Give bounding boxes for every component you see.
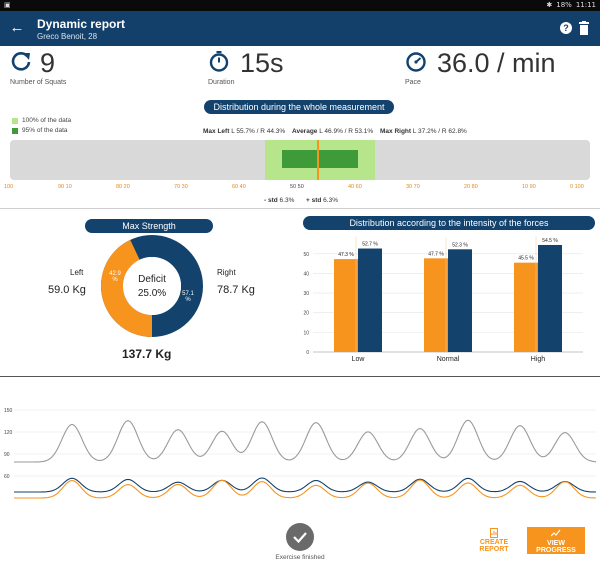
squats-label: Number of Squats [10, 79, 67, 86]
scale-tick-label: 50 50 [290, 184, 304, 190]
bar [538, 244, 562, 352]
exercise-finished-label: Exercise finished [275, 554, 325, 561]
average-marker [317, 140, 319, 180]
arrow-left-icon[interactable]: ← [9, 19, 25, 36]
bar-value-label: 45.5 % [518, 256, 534, 262]
trend-icon [527, 529, 585, 540]
view-progress-label: VIEW PROGRESS [536, 540, 576, 554]
section-divider [0, 376, 600, 377]
category-label: High [531, 356, 546, 363]
bar [448, 249, 472, 352]
y-tick-label: 90 [4, 452, 10, 458]
distribution-title: Distribution during the whole measuremen… [204, 100, 394, 114]
speedometer-icon [406, 52, 426, 72]
bluetooth-icon: ✱ [546, 1, 553, 9]
left-label: Left [70, 268, 84, 277]
y-tick-label: 20 [303, 311, 309, 317]
y-tick-label: 60 [4, 474, 10, 480]
view-progress-button[interactable]: VIEW PROGRESS [527, 527, 585, 554]
scale-tick-label: 10 90 [522, 184, 536, 190]
right-percent: 57.1 % [182, 291, 194, 303]
deficit-label: Deficit [138, 274, 166, 285]
legend-swatch [12, 127, 18, 134]
force-time-chart: 150 120 90 60 [4, 408, 597, 499]
bar [358, 248, 382, 352]
trash-icon[interactable] [578, 21, 590, 35]
notification-icon: ▣ [4, 1, 11, 9]
clock-label: 11:11 [575, 1, 596, 9]
right-label: Right [217, 268, 236, 277]
repeat-icon [11, 52, 31, 71]
page-subtitle: Greco Benoit, 28 [37, 32, 98, 41]
intensity-title: Distribution according to the intensity … [303, 216, 595, 230]
bar-value-label: 52.3 % [452, 242, 468, 248]
create-report-label: CREATE REPORT [479, 539, 509, 553]
squats-value: 9 [40, 48, 56, 78]
left-force-line [14, 479, 597, 499]
exercise-finished-button[interactable] [286, 523, 314, 551]
scale-tick-label: 70 30 [174, 184, 188, 190]
page-title: Dynamic report [37, 17, 126, 31]
strength-donut [101, 235, 203, 337]
range-95-band [282, 150, 358, 168]
y-tick-label: 0 [306, 350, 309, 356]
duration-value: 15s [240, 48, 284, 78]
intensity-chart: 50 40 30 20 10 0 47.3 % 52.7 % Low 47.7 % 52.3 % No… [303, 236, 583, 363]
scale-tick-label: 40 60 [348, 184, 362, 190]
scale-tick-label: 90 10 [58, 184, 72, 190]
duration-label: Duration [208, 79, 235, 86]
bar-value-label: 47.3 % [338, 252, 354, 258]
bar-value-label: 54.5 % [542, 238, 558, 244]
total-force-line [14, 419, 597, 463]
pace-label: Pace [405, 79, 421, 86]
right-force-line [14, 477, 597, 493]
pace-value: 36.0 / min [437, 48, 556, 78]
report-icon [466, 528, 522, 539]
category-label: Normal [437, 356, 460, 363]
y-tick-label: 40 [303, 271, 309, 277]
legend-swatch [12, 117, 18, 124]
scale-tick-label: 20 80 [464, 184, 478, 190]
stopwatch-icon [209, 51, 229, 72]
bar [514, 262, 538, 352]
legend-item-95: 95% of the data [12, 127, 68, 134]
right-strength-value: 78.7 Kg [217, 284, 255, 296]
legend-item-100: 100% of the data [12, 117, 71, 124]
help-icon[interactable]: ? [560, 22, 572, 34]
max-right-stat: Max Right L 37.2% / R 62.8% [380, 128, 467, 135]
total-strength: 137.7 Kg [122, 347, 172, 361]
y-tick-label: 30 [303, 291, 309, 297]
app-bar: ← Dynamic report Greco Benoit, 28 ? [0, 11, 600, 46]
scale-tick-label: 0 100 [570, 184, 584, 190]
average-stat: Average L 46.9% / R 53.1% [292, 128, 374, 135]
section-divider [0, 208, 600, 209]
max-strength-title: Max Strength [85, 219, 213, 233]
y-tick-label: 10 [303, 330, 309, 336]
distribution-bar [10, 140, 590, 180]
plus-std-stat: + std 6.3% [306, 197, 338, 204]
y-tick-label: 120 [4, 430, 13, 436]
left-percent: 42.9 % [109, 271, 121, 283]
scale-tick-label: 60 40 [232, 184, 246, 190]
check-icon [293, 532, 307, 544]
left-strength-value: 59.0 Kg [48, 284, 86, 296]
bar-value-label: 52.7 % [362, 242, 378, 248]
max-left-stat: Max Left L 55.7% / R 44.3% [203, 128, 286, 135]
scale-tick-label: 30 70 [406, 184, 420, 190]
scale-tick-label: 80 20 [116, 184, 130, 190]
battery-label: 18% [556, 1, 572, 9]
y-tick-label: 150 [4, 408, 13, 414]
status-bar: ▣ ✱ 18% 11:11 [0, 0, 600, 11]
bar [334, 259, 358, 352]
minus-std-stat: - std 6.3% [264, 197, 295, 204]
bar-value-label: 47.7 % [428, 251, 444, 257]
category-label: Low [352, 356, 366, 363]
donut-left-segment [101, 235, 203, 337]
bar [424, 258, 448, 352]
scale-tick-label: 100 [4, 184, 14, 190]
y-tick-label: 50 [303, 252, 309, 258]
create-report-button[interactable]: CREATE REPORT [466, 528, 522, 554]
deficit-value: 25.0% [137, 288, 167, 299]
